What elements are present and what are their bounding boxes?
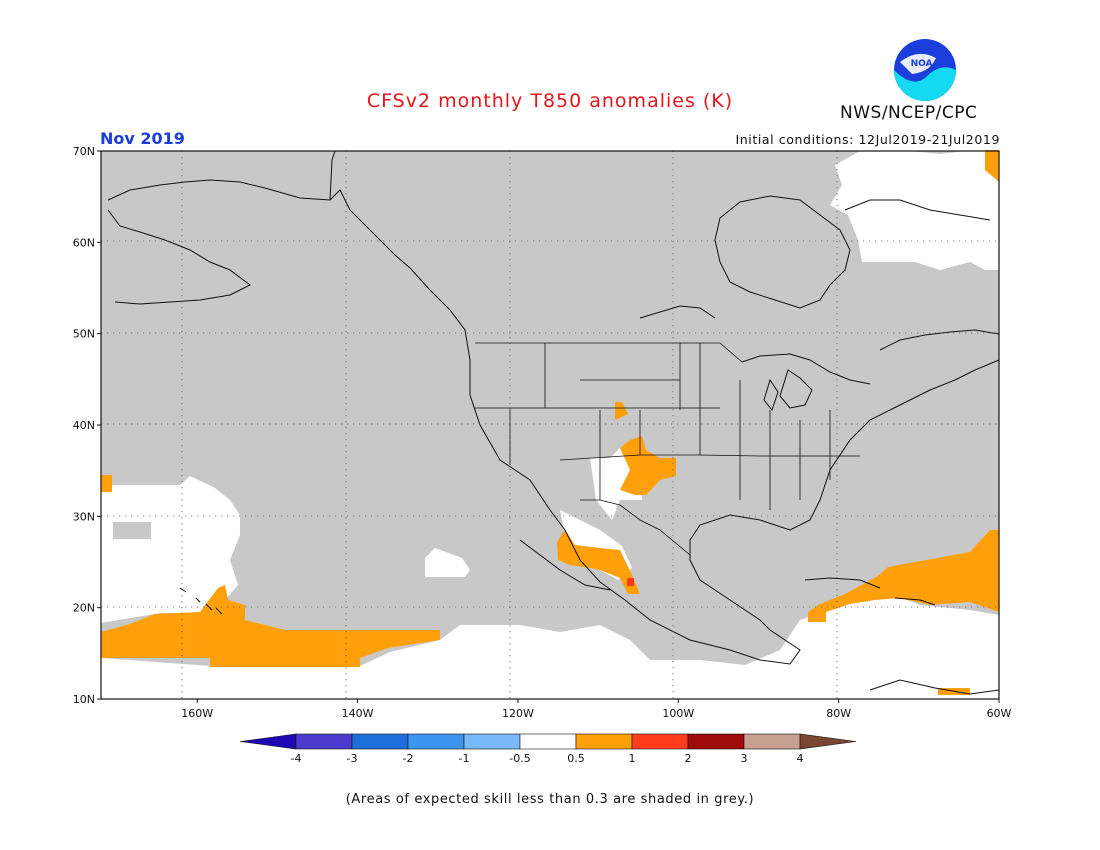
colorbar-label: 1	[629, 752, 636, 765]
colorbar-label: 0.5	[567, 752, 585, 765]
colorbar-label: 4	[797, 752, 804, 765]
colorbar-label: 2	[685, 752, 692, 765]
lat-tick-label: 20N	[73, 602, 95, 615]
logo-text: NOAA	[911, 59, 940, 69]
lat-tick-label: 30N	[73, 510, 95, 523]
colorbar-segment	[295, 733, 353, 750]
colorbar-segment	[687, 733, 745, 750]
colorbar-label: -1	[459, 752, 470, 765]
colorbar-segment	[463, 733, 521, 750]
colorbar-segment	[575, 733, 633, 750]
colorbar-segment	[407, 733, 465, 750]
noaa-logo: NOAA	[894, 39, 956, 101]
colorbar: -4 -3 -2 -1 -0.5 0.5 1 2 3 4	[239, 733, 857, 765]
colorbar-low-arrow	[239, 733, 297, 750]
colorbar-label: -0.5	[509, 752, 530, 765]
colorbar-segment	[743, 733, 801, 750]
colorbar-segment	[519, 733, 577, 750]
coastlines	[107, 150, 1000, 695]
lat-tick-label: 10N	[73, 693, 95, 706]
lon-tick-label: 160W	[181, 707, 213, 720]
lat-tick-label: 70N	[73, 145, 95, 158]
lat-tick-label: 50N	[73, 328, 95, 341]
lon-tick-label: 140W	[342, 707, 374, 720]
skill-note: (Areas of expected skill less than 0.3 a…	[345, 792, 755, 807]
initial-conditions: Initial conditions: 12Jul2019-21Jul2019	[735, 132, 1000, 147]
lat-tick-label: 60N	[73, 236, 95, 249]
forecast-month: Nov 2019	[100, 129, 185, 148]
grey-patch	[113, 522, 151, 539]
latitude-axis: 70N 60N 50N 40N 30N 20N 10N	[73, 145, 101, 706]
warm-anomaly-regions	[101, 150, 999, 695]
colorbar-label: -4	[291, 752, 302, 765]
political-boundaries	[475, 342, 860, 556]
colorbar-segment	[631, 733, 689, 750]
agency-label: NWS/NCEP/CPC	[840, 103, 978, 123]
lon-tick-label: 100W	[662, 707, 694, 720]
strong-warm-anomaly	[627, 578, 634, 586]
colorbar-label: -3	[347, 752, 358, 765]
chart-title: CFSv2 monthly T850 anomalies (K)	[366, 90, 734, 112]
colorbar-label: 3	[741, 752, 748, 765]
lon-tick-label: 80W	[826, 707, 851, 720]
grid-lines	[101, 151, 999, 699]
colorbar-segment	[351, 733, 409, 750]
lat-tick-label: 40N	[73, 419, 95, 432]
longitude-axis: 160W 140W 120W 100W 80W 60W	[181, 699, 1012, 720]
lon-tick-label: 120W	[502, 707, 534, 720]
colorbar-high-arrow	[799, 733, 857, 750]
lon-tick-label: 60W	[987, 707, 1012, 720]
colorbar-label: -2	[403, 752, 414, 765]
